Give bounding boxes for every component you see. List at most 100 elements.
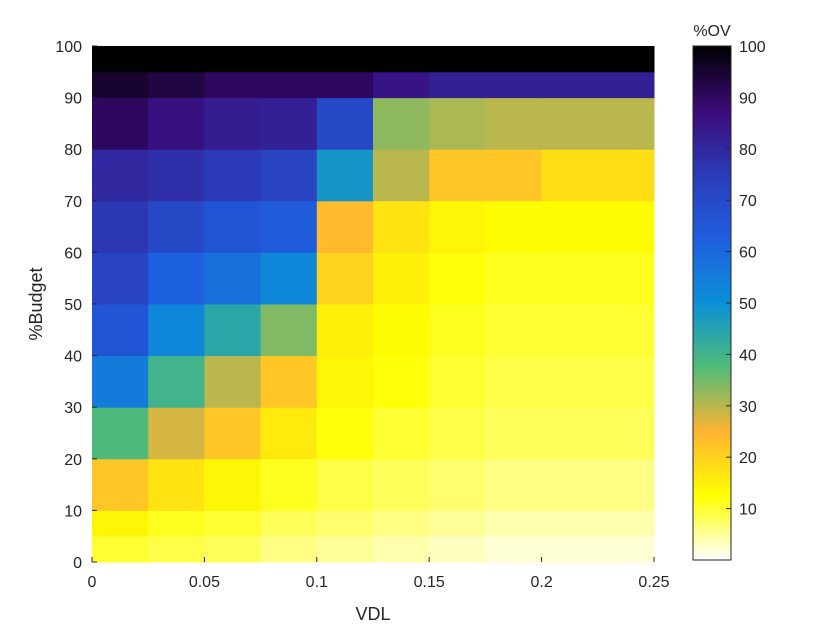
heatmap-cell: [316, 97, 374, 150]
colorbar-ticks: 10 20 30 40 50 60 70 80 90 100: [726, 39, 766, 519]
heatmap-cell: [541, 510, 655, 537]
heatmap-cell: [260, 458, 318, 511]
colorbar-tick-label: 10: [739, 502, 757, 519]
heatmap-cell: [260, 510, 318, 537]
heatmap-cell: [92, 458, 149, 511]
heatmap-cell: [92, 355, 149, 408]
heatmap-cell: [148, 71, 205, 99]
x-tick-label: 0.1: [306, 574, 328, 591]
heatmap-cell: [92, 97, 149, 150]
heatmap-cell: [148, 304, 205, 357]
x-tick-label: 0.2: [530, 574, 552, 591]
heatmap-cell: [148, 407, 205, 460]
heatmap-cell: [541, 407, 655, 460]
heatmap-cell: [541, 355, 655, 408]
heatmap-cell: [429, 71, 486, 99]
heatmap-cell: [148, 149, 205, 202]
heatmap-cell: [316, 71, 374, 99]
heatmap-cell: [373, 71, 430, 99]
y-tick-label: 70: [64, 194, 82, 211]
y-tick-label: 20: [64, 452, 82, 469]
heatmap-cell: [260, 355, 318, 408]
heatmap-cell: [260, 536, 318, 563]
heatmap-cell: [92, 510, 149, 537]
y-tick-label: 10: [64, 503, 82, 520]
colorbar-tick-label: 50: [739, 296, 757, 313]
heatmap-cell: [373, 407, 430, 460]
heatmap-cell: [316, 510, 374, 537]
heatmap-cell: [429, 458, 486, 511]
heatmap-cell: [541, 304, 655, 357]
heatmap-cell: [429, 200, 486, 253]
heatmap-cell: [541, 149, 655, 202]
y-tick-label: 100: [55, 39, 82, 56]
heatmap-cell: [373, 355, 430, 408]
y-tick-label: 90: [64, 91, 82, 108]
heatmap-cell: [429, 355, 486, 408]
heatmap-cell: [92, 536, 149, 563]
colorbar-tick-label: 80: [739, 142, 757, 159]
heatmap-cells: [92, 46, 655, 563]
x-tick-label: 0: [88, 574, 97, 591]
heatmap-cell: [204, 355, 262, 408]
heatmap-cell: [260, 252, 318, 305]
heatmap-cell: [541, 97, 655, 150]
heatmap-cell: [260, 46, 318, 73]
heatmap-cell: [485, 149, 543, 202]
heatmap-cell: [260, 407, 318, 460]
heatmap-cell: [429, 149, 486, 202]
heatmap-cell: [92, 252, 149, 305]
heatmap-cell: [92, 149, 149, 202]
heatmap-cell: [373, 46, 430, 73]
heatmap-cell: [316, 46, 374, 73]
heatmap-cell: [148, 458, 205, 511]
heatmap-cell: [485, 536, 543, 563]
heatmap-cell: [148, 355, 205, 408]
heatmap-cell: [373, 252, 430, 305]
x-axis-title: VDL: [355, 604, 390, 624]
heatmap-cell: [429, 510, 486, 537]
heatmap-cell: [429, 97, 486, 150]
heatmap-cell: [260, 97, 318, 150]
colorbar-tick-label: 60: [739, 245, 757, 262]
heatmap-cell: [148, 510, 205, 537]
heatmap-cell: [260, 200, 318, 253]
heatmap-cell: [485, 407, 543, 460]
heatmap-cell: [485, 252, 543, 305]
heatmap-cell: [373, 149, 430, 202]
y-tick-label: 40: [64, 349, 82, 366]
y-tick-label: 30: [64, 400, 82, 417]
heatmap-cell: [260, 71, 318, 99]
colorbar-title: %OV: [693, 23, 731, 40]
heatmap-cell: [485, 200, 543, 253]
heatmap-cell: [373, 536, 430, 563]
heatmap-cell: [260, 304, 318, 357]
heatmap-cell: [373, 97, 430, 150]
heatmap-cell: [204, 252, 262, 305]
heatmap-cell: [316, 304, 374, 357]
heatmap-cell: [541, 252, 655, 305]
heatmap-cell: [429, 304, 486, 357]
heatmap-cell: [92, 71, 149, 99]
heatmap-cell: [373, 510, 430, 537]
heatmap-cell: [148, 97, 205, 150]
heatmap-cell: [373, 200, 430, 253]
heatmap-cell: [92, 200, 149, 253]
colorbar-tick-label: 20: [739, 450, 757, 467]
heatmap-cell: [429, 536, 486, 563]
heatmap-cell: [204, 200, 262, 253]
heatmap-cell: [204, 510, 262, 537]
y-tick-label: 50: [64, 297, 82, 314]
heatmap-cell: [316, 407, 374, 460]
heatmap-cell: [204, 304, 262, 357]
heatmap-cell: [485, 510, 543, 537]
heatmap-cell: [541, 458, 655, 511]
heatmap-cell: [316, 149, 374, 202]
colorbar-tick-label: 100: [739, 39, 766, 56]
heatmap-cell: [316, 200, 374, 253]
y-axis: 0 10 20 30 40 50 60 70 80 90 100: [55, 39, 97, 572]
heatmap-cell: [204, 71, 262, 99]
x-tick-label: 0.05: [189, 574, 220, 591]
heatmap-cell: [92, 304, 149, 357]
heatmap-cell: [429, 407, 486, 460]
